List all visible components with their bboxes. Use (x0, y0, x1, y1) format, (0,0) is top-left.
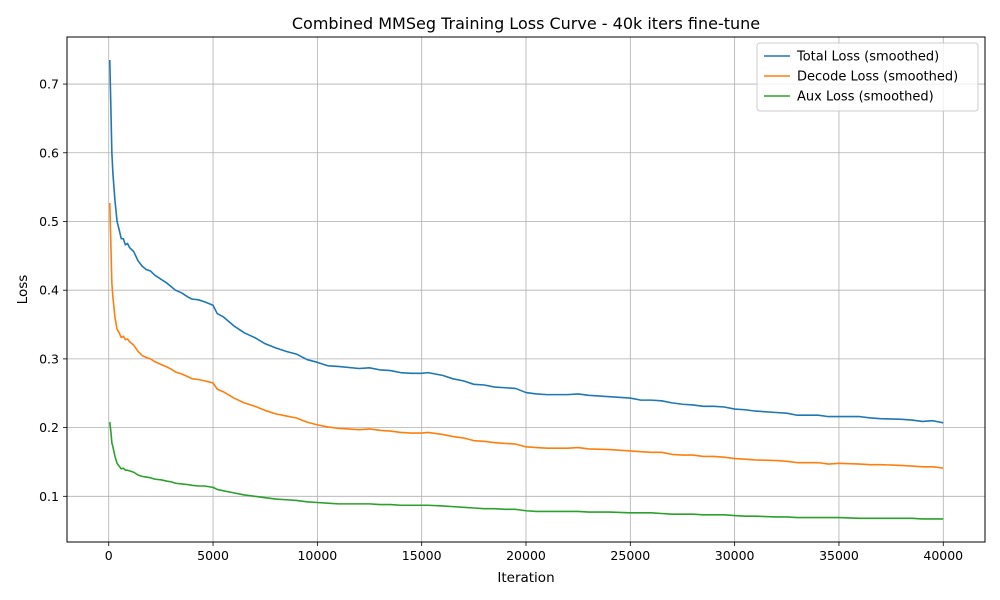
legend-label-3: Aux Loss (smoothed) (797, 90, 934, 105)
y-tick-label: 0.4 (39, 283, 59, 298)
x-tick-label: 0 (105, 548, 113, 563)
x-tick-label: 35000 (819, 548, 859, 563)
series-line-3 (108, 422, 944, 520)
y-tick-label: 0.6 (39, 145, 59, 160)
legend-box (756, 42, 979, 112)
y-tick-label: 0.2 (39, 420, 59, 435)
x-tick-label: 15000 (402, 548, 442, 563)
series-layer (108, 60, 944, 520)
y-tick-label: 0.5 (39, 214, 59, 229)
x-axis-label: Iteration (497, 570, 554, 586)
y-tick-label: 0.3 (39, 351, 59, 366)
legend-label-1: Total Loss (smoothed) (796, 50, 939, 65)
y-tick-label: 0.1 (39, 489, 59, 504)
x-tick-label: 10000 (297, 548, 337, 563)
x-tick-label: 20000 (506, 548, 546, 563)
x-tick-label: 40000 (923, 548, 963, 563)
y-axis-label: Loss (15, 275, 31, 305)
grid-lines (67, 37, 985, 542)
legend: Total Loss (smoothed) Decode Loss (smooth… (756, 42, 979, 112)
series-line-2 (108, 202, 944, 469)
legend-label-2: Decode Loss (smoothed) (797, 70, 958, 85)
y-axis: 0.1 0.2 0.3 0.4 0.5 0.6 0.7 (39, 77, 67, 504)
x-tick-label: 25000 (610, 548, 650, 563)
x-tick-label: 30000 (715, 548, 755, 563)
x-axis: 0 5000 10000 15000 20000 25000 30000 35000 40000 (105, 542, 963, 563)
chart-title: Combined MMSeg Training Loss Curve - 40k… (292, 14, 760, 33)
x-tick-label: 5000 (197, 548, 229, 563)
y-tick-label: 0.7 (39, 77, 59, 92)
series-line-1 (108, 60, 944, 424)
